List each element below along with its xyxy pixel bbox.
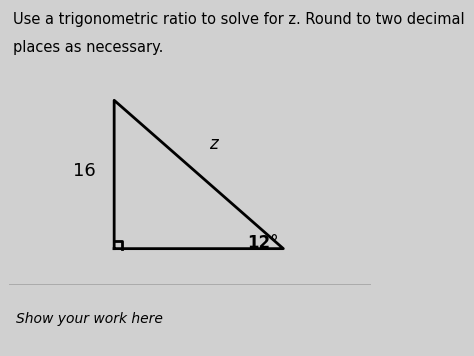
Text: places as necessary.: places as necessary.	[13, 40, 163, 55]
Text: 12°: 12°	[247, 234, 278, 252]
Text: 16: 16	[73, 162, 95, 180]
Text: Use a trigonometric ratio to solve for z. Round to two decimal: Use a trigonometric ratio to solve for z…	[13, 12, 465, 27]
Text: Show your work here: Show your work here	[17, 312, 164, 326]
Text: z: z	[210, 135, 218, 153]
